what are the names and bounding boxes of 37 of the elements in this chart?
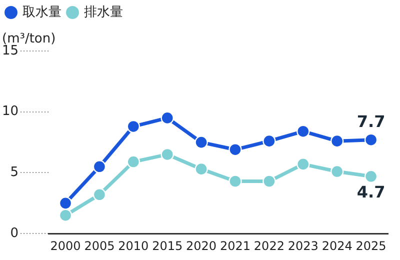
point [160, 111, 174, 125]
point [92, 160, 106, 174]
point [228, 143, 242, 156]
point [126, 120, 140, 134]
point [262, 134, 276, 148]
legend-label: 取水量 [22, 4, 62, 20]
point [296, 158, 310, 171]
data-label: 4.7 [356, 182, 386, 202]
x-tick-label: 2024 [322, 238, 352, 253]
point [58, 196, 72, 210]
point [228, 174, 242, 188]
point [194, 162, 208, 176]
x-tick-label: 2025 [356, 238, 386, 253]
legend-label: 排水量 [84, 4, 123, 20]
point [194, 136, 208, 149]
point [58, 208, 72, 222]
x-tick-label: 2010 [118, 238, 149, 253]
data-label: 7.7 [356, 112, 386, 132]
x-tick-label: 2023 [288, 238, 318, 253]
x-tick-label: 2005 [84, 238, 115, 253]
x-tick-label: 2022 [254, 238, 284, 253]
y-tick-label: 0 [10, 226, 19, 241]
x-tick-label: 2020 [186, 238, 217, 253]
x-tick-label: 2021 [220, 238, 251, 253]
point [364, 170, 378, 183]
x-tick-label: 2000 [50, 238, 81, 253]
point [92, 188, 106, 202]
point [126, 155, 140, 168]
y-tick-label: 10 [2, 104, 19, 120]
y-tick-label: 5 [10, 165, 19, 180]
point [330, 134, 344, 148]
point [262, 174, 276, 188]
point [364, 133, 378, 146]
point [330, 164, 344, 178]
point [296, 124, 310, 138]
point [160, 148, 174, 162]
x-tick-label: 2015 [152, 238, 183, 253]
